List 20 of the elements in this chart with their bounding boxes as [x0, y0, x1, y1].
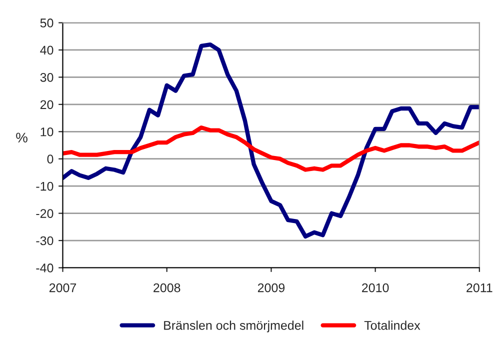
- y-axis-title: %: [16, 132, 28, 142]
- y-tick-label: 0: [47, 154, 54, 164]
- line-series: [62, 125, 480, 172]
- y-tick-label: -20: [36, 209, 54, 218]
- x-tick-label: 2008: [154, 283, 180, 292]
- legend-label: Totalindex: [364, 320, 420, 330]
- y-tick-label: 10: [40, 127, 54, 136]
- y-tick-label: -40: [36, 264, 54, 272]
- line-series: [62, 42, 480, 239]
- x-tick-label: 2010: [362, 283, 389, 292]
- y-tick-label: 50: [40, 18, 54, 28]
- y-tick-label: -10: [36, 182, 54, 191]
- x-tick-label: 2007: [49, 283, 76, 292]
- y-tick-label: 20: [40, 100, 54, 110]
- y-tick-label: -30: [36, 236, 54, 246]
- y-tick-label: 40: [40, 46, 54, 55]
- x-tick-label: 2009: [258, 283, 285, 292]
- legend-label: Bränslen och smörjmedel: [164, 320, 304, 332]
- y-tick-label: 30: [40, 72, 54, 82]
- x-tick-label: 2011: [466, 283, 492, 292]
